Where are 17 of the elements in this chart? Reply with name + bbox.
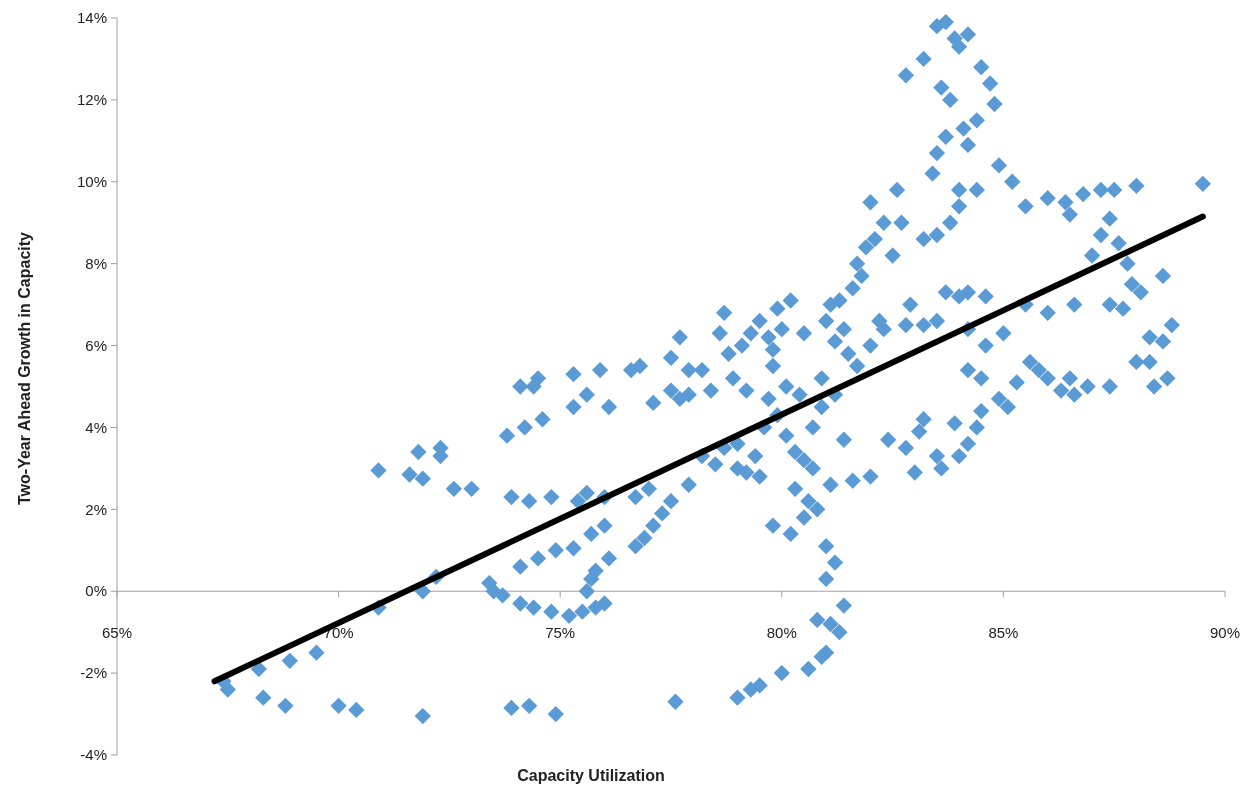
y-tick-label: -4%: [80, 746, 107, 764]
x-tick-label: 85%: [988, 624, 1019, 642]
y-tick-label: 8%: [85, 254, 107, 272]
x-tick-label: 80%: [766, 624, 797, 642]
y-tick-label: 4%: [85, 418, 107, 436]
y-tick-label: 14%: [76, 9, 107, 27]
x-tick-label: 65%: [101, 624, 133, 642]
x-axis-title: Capacity Utilization: [517, 767, 665, 784]
y-axis-title: Two-Year Ahead Growth in Capacity: [16, 231, 33, 505]
x-tick-label: 90%: [1209, 624, 1241, 642]
y-tick-label: 6%: [85, 336, 107, 354]
y-tick-label: 2%: [85, 500, 107, 518]
y-tick-label: 0%: [85, 582, 107, 600]
y-tick-label: 10%: [76, 173, 107, 191]
x-tick-label: 75%: [545, 624, 576, 642]
y-tick-label: -2%: [80, 664, 107, 682]
y-tick-label: 12%: [76, 91, 107, 109]
